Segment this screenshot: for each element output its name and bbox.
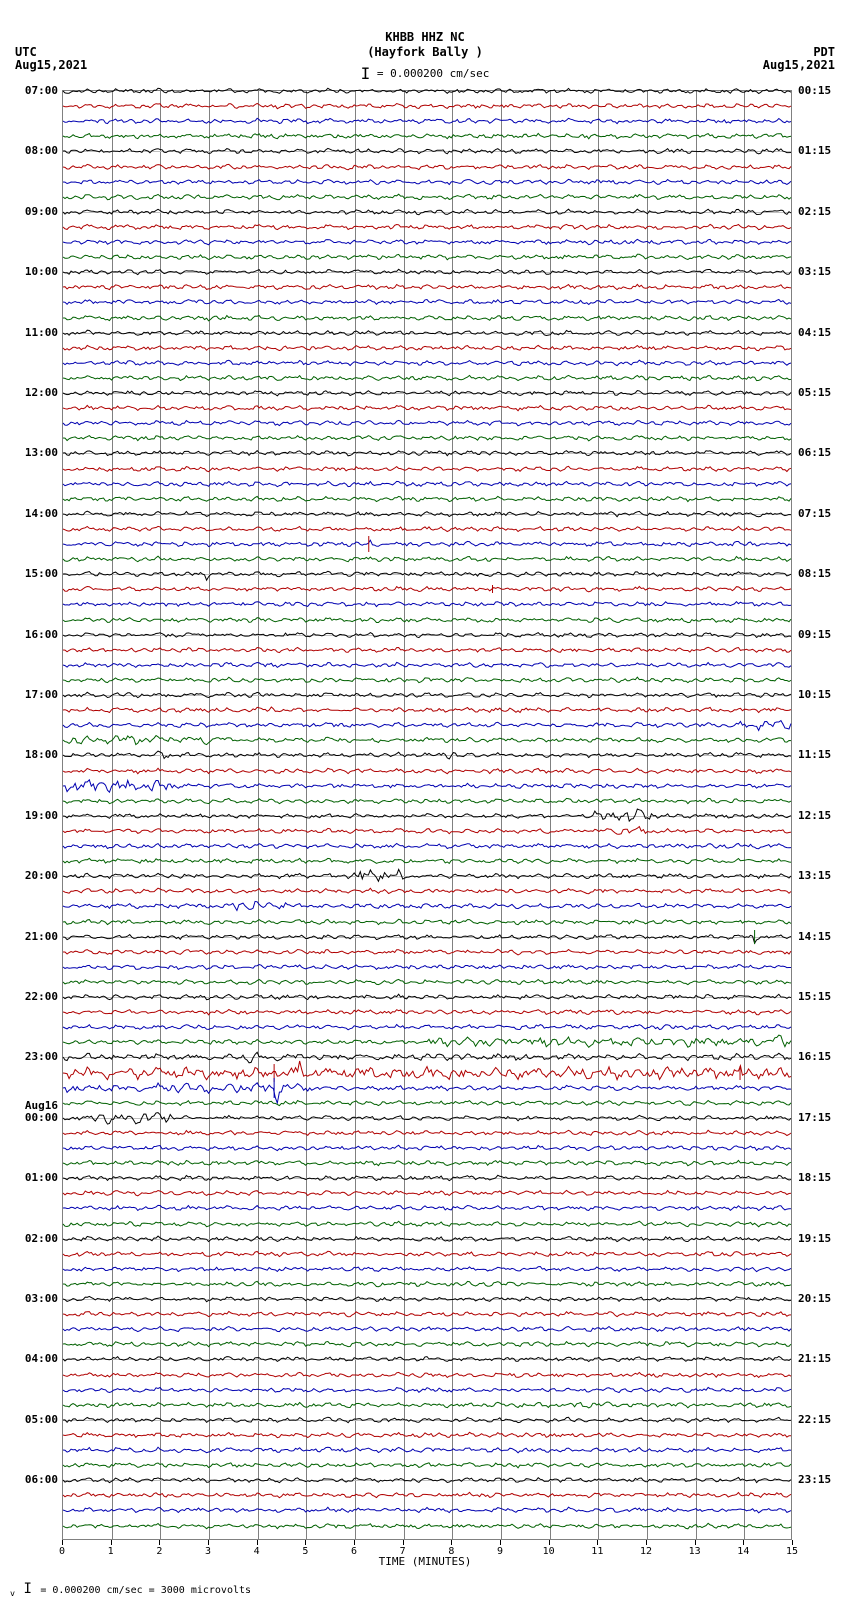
x-tick [743, 1540, 744, 1545]
x-tick [792, 1540, 793, 1545]
x-tick-label: 13 [689, 1546, 701, 1557]
pdt-time-label: 19:15 [798, 1232, 831, 1245]
utc-time-label: 13:00 [8, 446, 58, 459]
x-tick [646, 1540, 647, 1545]
scale-indicator: I = 0.000200 cm/sec [0, 62, 850, 81]
pdt-time-label: 23:15 [798, 1473, 831, 1486]
utc-time-label: 22:00 [8, 990, 58, 1003]
pdt-time-label: 09:15 [798, 628, 831, 641]
date-right: Aug15,2021 [763, 58, 835, 72]
timezone-right: PDT [813, 45, 835, 59]
utc-time-label: 00:00 [8, 1111, 58, 1124]
x-tick [62, 1540, 63, 1545]
utc-time-label: 16:00 [8, 628, 58, 641]
utc-time-label: 18:00 [8, 748, 58, 761]
utc-time-label: 14:00 [8, 507, 58, 520]
x-tick-label: 6 [351, 1546, 357, 1557]
x-tick-label: 14 [737, 1546, 749, 1557]
utc-time-label: 12:00 [8, 386, 58, 399]
pdt-time-label: 07:15 [798, 507, 831, 520]
x-tick-label: 0 [59, 1546, 65, 1557]
utc-time-label: 15:00 [8, 567, 58, 580]
utc-time-label: 11:00 [8, 326, 58, 339]
pdt-time-label: 08:15 [798, 567, 831, 580]
pdt-time-label: 05:15 [798, 386, 831, 399]
utc-time-label: 06:00 [8, 1473, 58, 1486]
seismic-trace [63, 1516, 791, 1536]
x-tick [159, 1540, 160, 1545]
pdt-time-label: 00:15 [798, 84, 831, 97]
pdt-time-label: 03:15 [798, 265, 831, 278]
pdt-time-label: 06:15 [798, 446, 831, 459]
x-tick-label: 11 [591, 1546, 603, 1557]
utc-time-label: 08:00 [8, 144, 58, 157]
footer-scale: v I = 0.000200 cm/sec = 3000 microvolts [10, 1581, 251, 1598]
date-left: Aug15,2021 [15, 58, 87, 72]
pdt-time-label: 10:15 [798, 688, 831, 701]
station-id: KHBB HHZ NC [0, 30, 850, 44]
utc-time-label: 19:00 [8, 809, 58, 822]
pdt-time-label: 17:15 [798, 1111, 831, 1124]
pdt-time-label: 22:15 [798, 1413, 831, 1426]
x-tick-label: 15 [786, 1546, 798, 1557]
x-tick [111, 1540, 112, 1545]
x-tick-label: 8 [448, 1546, 454, 1557]
timezone-left: UTC [15, 45, 37, 59]
seismogram-container: KHBB HHZ NC (Hayfork Bally ) I = 0.00020… [0, 0, 850, 1613]
x-tick [305, 1540, 306, 1545]
x-tick [354, 1540, 355, 1545]
x-tick-label: 2 [156, 1546, 162, 1557]
utc-time-label: 17:00 [8, 688, 58, 701]
x-tick [549, 1540, 550, 1545]
utc-time-label: 02:00 [8, 1232, 58, 1245]
utc-time-label: 21:00 [8, 930, 58, 943]
date-rollover-label: Aug16 [8, 1099, 58, 1112]
pdt-time-label: 18:15 [798, 1171, 831, 1184]
x-tick-label: 4 [254, 1546, 260, 1557]
x-tick [695, 1540, 696, 1545]
x-tick [500, 1540, 501, 1545]
pdt-time-label: 13:15 [798, 869, 831, 882]
utc-time-label: 03:00 [8, 1292, 58, 1305]
x-tick-label: 7 [400, 1546, 406, 1557]
pdt-time-label: 02:15 [798, 205, 831, 218]
pdt-time-label: 01:15 [798, 144, 831, 157]
utc-time-label: 10:00 [8, 265, 58, 278]
utc-time-label: 23:00 [8, 1050, 58, 1063]
seismogram-plot [62, 90, 792, 1540]
x-tick [451, 1540, 452, 1545]
x-tick-label: 5 [302, 1546, 308, 1557]
pdt-time-label: 12:15 [798, 809, 831, 822]
utc-time-label: 05:00 [8, 1413, 58, 1426]
station-location: (Hayfork Bally ) [0, 45, 850, 59]
pdt-time-label: 11:15 [798, 748, 831, 761]
utc-time-label: 07:00 [8, 84, 58, 97]
pdt-time-label: 21:15 [798, 1352, 831, 1365]
utc-time-label: 09:00 [8, 205, 58, 218]
utc-time-label: 04:00 [8, 1352, 58, 1365]
x-axis-title: TIME (MINUTES) [0, 1555, 850, 1568]
x-tick [257, 1540, 258, 1545]
x-tick-label: 10 [543, 1546, 555, 1557]
pdt-time-label: 15:15 [798, 990, 831, 1003]
pdt-time-label: 20:15 [798, 1292, 831, 1305]
x-tick-label: 3 [205, 1546, 211, 1557]
pdt-time-label: 16:15 [798, 1050, 831, 1063]
x-tick-label: 1 [108, 1546, 114, 1557]
pdt-time-label: 14:15 [798, 930, 831, 943]
x-tick [597, 1540, 598, 1545]
utc-time-label: 01:00 [8, 1171, 58, 1184]
pdt-time-label: 04:15 [798, 326, 831, 339]
x-tick [403, 1540, 404, 1545]
x-tick-label: 12 [640, 1546, 652, 1557]
x-tick [208, 1540, 209, 1545]
utc-time-label: 20:00 [8, 869, 58, 882]
x-tick-label: 9 [497, 1546, 503, 1557]
